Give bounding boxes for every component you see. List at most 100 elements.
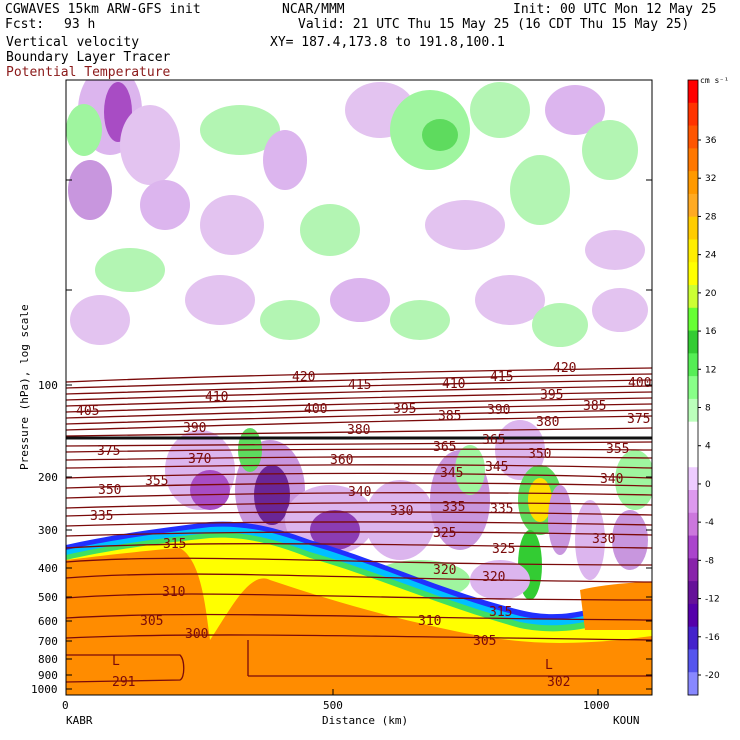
colorbar-swatch [688,307,698,332]
theta-contours [66,367,652,683]
colorbar-tick: 8 [705,404,711,414]
theta-label: 385 [583,399,606,414]
theta-label: 355 [606,442,629,457]
theta-label: 420 [553,361,576,376]
theta-label: 320 [482,570,505,585]
theta-label: 330 [390,504,413,519]
theta-label: 345 [440,466,463,481]
theta-label: 350 [98,483,121,498]
theta-label: 390 [183,421,206,436]
theta-label: 390 [487,403,510,418]
colorbar-tick: 32 [705,174,716,184]
x-end-station: KOUN [613,714,640,727]
colorbar-swatch [688,239,698,263]
theta-label: 325 [433,526,456,541]
theta-label: 405 [76,404,99,419]
y-tick-300: 300 [38,524,58,537]
forecast-hours: 93 h [64,17,96,32]
theta-label: 340 [348,485,371,500]
plot-frame [65,79,653,696]
colorbar-swatch [688,649,698,673]
theta-label: 310 [418,614,441,629]
theta-label: 420 [292,370,315,385]
colorbar-swatch [688,581,698,605]
x-start-station: KABR [66,714,93,727]
colorbar-tick: 0 [705,480,711,490]
x-tick-1000: 1000 [583,699,610,712]
y-tick-600: 600 [38,615,58,628]
colorbar-swatch [688,285,698,309]
theta-label: 305 [473,634,496,649]
theta-label: 310 [162,585,185,600]
theta-label: 375 [627,412,650,427]
theta-label: 380 [536,415,559,430]
field-potential-temperature: Potential Temperature [6,65,171,80]
x-tick-500: 500 [323,699,343,712]
y-tick-400: 400 [38,562,58,575]
y-tick-700: 700 [38,635,58,648]
y-tick-labels: 100 200 300 400 500 600 700 800 900 1000 [31,379,58,696]
theta-label: 335 [442,500,465,515]
init-time: Init: 00 UTC Mon 12 May 25 [513,2,717,17]
theta-label: 315 [163,537,186,552]
y-tick-500: 500 [38,591,58,604]
colorbar-swatch [688,672,698,696]
colorbar-tick: 16 [705,327,717,337]
theta-label: 335 [490,502,513,517]
x-axis [332,689,599,695]
colorbar-tick: -8 [705,556,714,566]
colorbar-swatch [688,603,698,628]
colorbar-swatch [688,512,698,537]
colorbar-unit: cm s⁻¹ [700,76,729,85]
theta-label: 360 [330,453,353,468]
theta-label: 291 [112,675,135,690]
theta-label: 315 [489,605,512,620]
colorbar-swatch [688,376,698,400]
colorbar-swatch [688,148,698,172]
colorbar-frame [687,79,699,696]
theta-label: 365 [482,433,505,448]
valid-time: Valid: 21 UTC Thu 15 May 25 (16 CDT Thu … [298,17,690,32]
colorbar-swatch [688,353,698,377]
org-label: NCAR/MMM [282,2,345,17]
theta-label: 410 [442,377,465,392]
colorbar-tick: 24 [705,251,717,261]
theta-label: 340 [600,472,623,487]
colorbar-tick: 12 [705,365,716,375]
theta-label: 380 [347,423,370,438]
colorbar: 36 32 28 24 20 16 12 8 4 0 -4 -8 -12 -16 -20 [687,79,720,696]
colorbar-swatch [688,216,698,240]
theta-label: 395 [393,402,416,417]
x-axis-label: Distance (km) [322,714,408,727]
theta-label: 302 [547,675,570,690]
colorbar-swatch [688,125,698,149]
colorbar-swatch [688,421,698,445]
colorbar-tick: 20 [705,289,717,299]
colorbar-tick: 4 [705,442,711,452]
theta-label: 370 [188,452,211,467]
model-title: CGWAVES 15km ARW-GFS init [5,2,201,17]
colorbar-swatch [688,330,698,354]
colorbar-tick: -12 [705,595,720,605]
theta-label: 415 [348,378,371,393]
xy-coordinates: XY= 187.4,173.8 to 191.8,100.1 [270,35,505,50]
theta-label: 415 [490,370,513,385]
theta-label: 355 [145,474,168,489]
vertical-velocity-shading [66,80,652,600]
theta-label: 400 [304,402,327,417]
colorbar-tick: -16 [705,633,720,643]
y-tick-100: 100 [38,379,58,392]
theta-label: 320 [433,563,456,578]
theta-label: 400 [628,376,651,391]
boundary-layer-tracer [66,521,652,695]
colorbar-swatch [688,80,698,104]
theta-label: L [112,654,120,669]
theta-label: 305 [140,614,163,629]
forecast-label: Fcst: [5,17,45,32]
colorbar-swatch [688,535,698,559]
theta-labels: 420 415 410 415 420 400 405 410 400 395 385 390 395 3… [76,361,651,690]
theta-label: 330 [592,532,615,547]
theta-label: 350 [528,447,551,462]
theta-label: 365 [433,440,456,455]
